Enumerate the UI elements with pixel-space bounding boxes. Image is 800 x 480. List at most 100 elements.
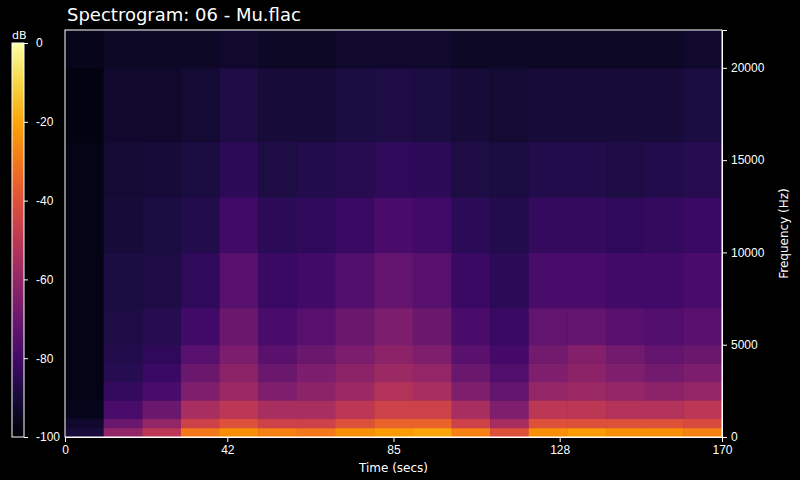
axis-line (66, 438, 723, 443)
cell (567, 252, 606, 308)
cell (220, 363, 259, 382)
cell (142, 142, 181, 198)
cell (451, 197, 490, 253)
cell (181, 197, 220, 253)
cell (181, 30, 220, 68)
cell (645, 428, 684, 437)
cell (142, 382, 181, 401)
cell (490, 363, 529, 382)
cells (65, 30, 722, 437)
cell (606, 382, 645, 401)
cell (104, 363, 143, 382)
cell (683, 30, 722, 68)
cell (220, 142, 259, 198)
tick-label: 0 (62, 443, 69, 457)
tick: 15000 (722, 153, 765, 167)
tick: 170 (712, 437, 732, 457)
cell (490, 68, 529, 142)
tick-label: 20000 (731, 61, 765, 75)
cell (220, 400, 259, 419)
cell (683, 68, 722, 142)
cell (142, 252, 181, 308)
cell (374, 400, 413, 419)
cell (529, 382, 568, 401)
cell (567, 197, 606, 253)
cell (142, 419, 181, 429)
cell (606, 419, 645, 429)
cell (645, 197, 684, 253)
axis-line (723, 31, 728, 438)
cell (606, 30, 645, 68)
cell (529, 252, 568, 308)
cell (567, 400, 606, 419)
cell (181, 382, 220, 401)
cell (683, 382, 722, 401)
cell (142, 400, 181, 419)
cell (606, 197, 645, 253)
tick-mark (24, 279, 28, 280)
cell (142, 308, 181, 345)
cell (490, 308, 529, 345)
cell (606, 363, 645, 382)
cell (336, 30, 375, 68)
cell (529, 68, 568, 142)
cell (413, 382, 452, 401)
cell (451, 142, 490, 198)
tick-mark (24, 437, 28, 438)
tick: 128 (550, 437, 570, 457)
cell (220, 68, 259, 142)
cell (220, 345, 259, 364)
cell (65, 197, 104, 253)
cell (683, 308, 722, 345)
cell (683, 400, 722, 419)
tick-label: 5000 (731, 338, 758, 352)
cell (336, 345, 375, 364)
cell (683, 419, 722, 429)
cell (451, 400, 490, 419)
cell (104, 30, 143, 68)
cell (65, 308, 104, 345)
cell (374, 68, 413, 142)
cell (645, 363, 684, 382)
cell (258, 345, 297, 364)
cell (181, 400, 220, 419)
tick: 5000 (722, 338, 758, 352)
cell (65, 400, 104, 419)
cell (451, 308, 490, 345)
cell (336, 363, 375, 382)
cell (451, 68, 490, 142)
tick-label: 128 (550, 443, 570, 457)
cell (490, 400, 529, 419)
cell (683, 197, 722, 253)
cell (65, 345, 104, 364)
tick-label: 85 (387, 443, 401, 457)
cell (65, 142, 104, 198)
cell (374, 308, 413, 345)
cell (606, 428, 645, 437)
cell (374, 363, 413, 382)
cell (645, 142, 684, 198)
cell (645, 68, 684, 142)
cell (65, 68, 104, 142)
tick: -80 (24, 352, 54, 366)
cell (297, 142, 336, 198)
cell (104, 400, 143, 419)
cell (490, 419, 529, 429)
cell (606, 68, 645, 142)
cell (451, 382, 490, 401)
cell (220, 308, 259, 345)
tick-mark (24, 358, 28, 359)
cell (181, 363, 220, 382)
tick: -100 (24, 430, 60, 444)
cell (220, 382, 259, 401)
cell (297, 30, 336, 68)
tick: 0 (62, 437, 69, 457)
cell (413, 345, 452, 364)
cell (336, 197, 375, 253)
cell (683, 252, 722, 308)
cell (336, 400, 375, 419)
tick-mark (722, 68, 727, 69)
cell (181, 345, 220, 364)
cell (258, 197, 297, 253)
cell (374, 419, 413, 429)
